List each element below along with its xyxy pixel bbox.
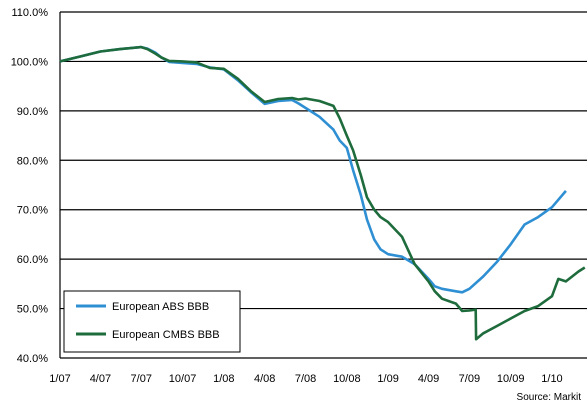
y-tick-label: 50.0% <box>17 304 48 316</box>
x-tick-label: 1/08 <box>213 373 234 385</box>
y-tick-label: 80.0% <box>17 155 48 167</box>
x-axis-ticks: 1/07 4/07 7/07 10/07 1/08 4/08 7/08 10/08 1/09 4/… <box>49 373 562 385</box>
x-tick-label: 4/09 <box>418 373 439 385</box>
source-note: Source: Markit <box>516 392 581 403</box>
series-line-cmbs <box>59 45 586 341</box>
y-axis-ticks: 40.0% 50.0% 60.0% 70.0% 80.0% 90.0% 100.0% 110.… <box>11 7 49 365</box>
legend: European ABS BBB European CMBS BBB <box>63 290 241 353</box>
series-lines <box>59 45 586 341</box>
x-tick-label: 1/07 <box>49 373 70 385</box>
x-tick-label: 1/09 <box>377 373 398 385</box>
x-tick-label: 1/10 <box>541 373 562 385</box>
legend-label: European CMBS BBB <box>112 329 220 341</box>
x-tick-label: 7/09 <box>459 373 480 385</box>
y-tick-label: 70.0% <box>17 205 48 217</box>
series-line-abs <box>59 45 567 294</box>
y-tick-label: 110.0% <box>12 7 49 19</box>
x-tick-label: 10/07 <box>169 373 197 385</box>
y-tick-label: 40.0% <box>17 353 48 365</box>
x-tick-label: 4/07 <box>90 373 111 385</box>
x-tick-label: 10/08 <box>333 373 361 385</box>
y-tick-label: 60.0% <box>17 254 48 266</box>
y-tick-label: 100.0% <box>11 56 49 68</box>
legend-label: European ABS BBB <box>112 301 209 313</box>
legend-box <box>63 290 241 353</box>
x-tick-label: 4/08 <box>254 373 275 385</box>
y-tick-label: 90.0% <box>17 106 48 118</box>
x-tick-label: 7/08 <box>295 373 316 385</box>
x-tick-label: 10/09 <box>497 373 525 385</box>
x-tick-label: 7/07 <box>131 373 152 385</box>
